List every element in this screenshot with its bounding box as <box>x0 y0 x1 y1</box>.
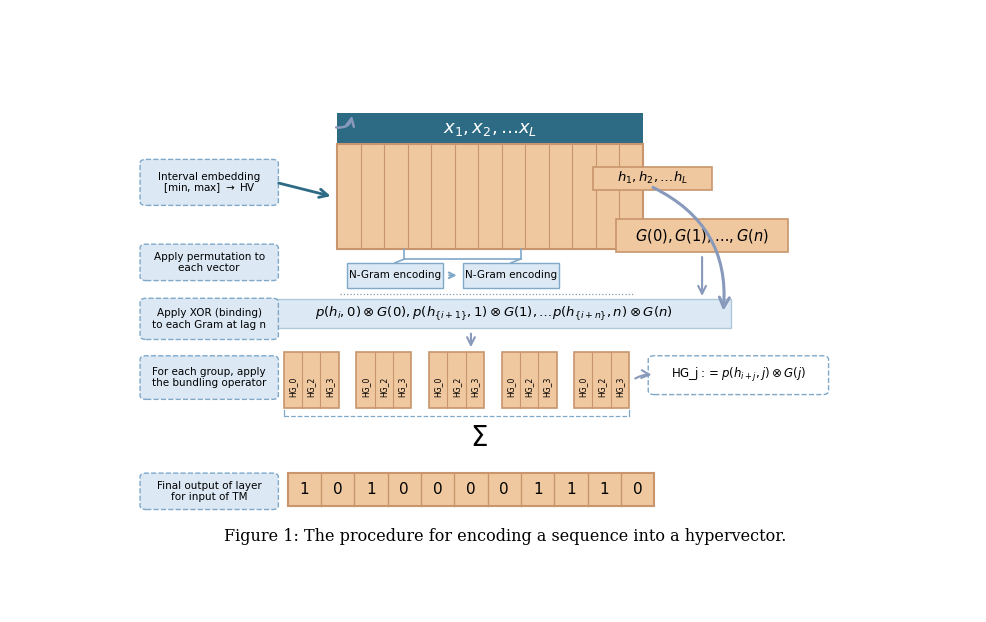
Text: HG_3: HG_3 <box>397 376 406 397</box>
FancyBboxPatch shape <box>284 353 339 407</box>
Text: HG_3: HG_3 <box>543 376 552 397</box>
Text: For each group, apply: For each group, apply <box>153 367 266 377</box>
Text: N-Gram encoding: N-Gram encoding <box>349 271 441 281</box>
FancyBboxPatch shape <box>140 356 278 399</box>
Text: $h_1, h_2, \ldots h_L$: $h_1, h_2, \ldots h_L$ <box>617 170 688 186</box>
Text: 0: 0 <box>633 482 643 497</box>
Text: Apply XOR (binding): Apply XOR (binding) <box>157 308 261 318</box>
Text: 0: 0 <box>399 482 409 497</box>
Text: HG_0: HG_0 <box>506 376 515 397</box>
Text: 0: 0 <box>332 482 342 497</box>
FancyBboxPatch shape <box>140 244 278 281</box>
Text: HG_0: HG_0 <box>288 376 298 397</box>
Text: HG_2: HG_2 <box>307 376 316 397</box>
Text: 1: 1 <box>532 482 542 497</box>
FancyBboxPatch shape <box>288 473 655 506</box>
Text: N-Gram encoding: N-Gram encoding <box>465 271 557 281</box>
Text: HG_3: HG_3 <box>325 376 334 397</box>
Text: Final output of layer: Final output of layer <box>157 481 261 491</box>
FancyBboxPatch shape <box>648 356 828 394</box>
Text: 0: 0 <box>466 482 476 497</box>
FancyBboxPatch shape <box>257 299 731 328</box>
FancyBboxPatch shape <box>594 167 712 190</box>
FancyBboxPatch shape <box>429 353 484 407</box>
Text: $\mathrm{HG\_j}:=p(h_{i+j},j)\otimes G(j)$: $\mathrm{HG\_j}:=p(h_{i+j},j)\otimes G(j… <box>670 366 807 384</box>
Text: 1: 1 <box>366 482 376 497</box>
FancyBboxPatch shape <box>140 159 278 205</box>
Text: 1: 1 <box>300 482 309 497</box>
FancyBboxPatch shape <box>574 353 629 407</box>
FancyBboxPatch shape <box>140 473 278 509</box>
Text: HG_0: HG_0 <box>579 376 588 397</box>
FancyBboxPatch shape <box>356 353 411 407</box>
Text: $p(h_i, 0)\otimes G(0), p(h_{\{i+1\}}, 1)\otimes G(1), \ldots p(h_{\{i+n\}}, n)\: $p(h_i, 0)\otimes G(0), p(h_{\{i+1\}}, 1… <box>316 304 672 323</box>
Text: HG_0: HG_0 <box>361 376 370 397</box>
Text: each vector: each vector <box>178 263 240 273</box>
FancyBboxPatch shape <box>616 220 788 252</box>
Text: Figure 1: The procedure for encoding a sequence into a hypervector.: Figure 1: The procedure for encoding a s… <box>224 528 787 545</box>
Text: $G(0), G(1), \ldots, G(n)$: $G(0), G(1), \ldots, G(n)$ <box>635 226 769 244</box>
Text: 0: 0 <box>433 482 443 497</box>
FancyBboxPatch shape <box>502 353 556 407</box>
Text: $x_1, x_2, \ldots x_L$: $x_1, x_2, \ldots x_L$ <box>443 119 537 137</box>
FancyBboxPatch shape <box>463 263 559 288</box>
Text: HG_2: HG_2 <box>380 376 388 397</box>
FancyBboxPatch shape <box>337 144 643 249</box>
Text: 1: 1 <box>599 482 609 497</box>
Text: HG_3: HG_3 <box>470 376 479 397</box>
Text: HG_3: HG_3 <box>615 376 624 397</box>
FancyBboxPatch shape <box>347 263 443 288</box>
Text: $\Sigma$: $\Sigma$ <box>469 425 487 452</box>
Text: to each Gram at lag n: to each Gram at lag n <box>152 320 266 330</box>
Text: HG_2: HG_2 <box>452 376 460 397</box>
Text: Apply permutation to: Apply permutation to <box>154 252 265 262</box>
Text: 1: 1 <box>566 482 576 497</box>
FancyBboxPatch shape <box>140 299 278 340</box>
Text: the bundling operator: the bundling operator <box>152 378 266 388</box>
Text: HG_0: HG_0 <box>434 376 443 397</box>
Text: for input of TM: for input of TM <box>171 492 247 502</box>
Text: 0: 0 <box>500 482 509 497</box>
Text: HG_2: HG_2 <box>598 376 606 397</box>
Text: HG_2: HG_2 <box>525 376 533 397</box>
Text: [min, max] $\rightarrow$ HV: [min, max] $\rightarrow$ HV <box>163 181 255 195</box>
Text: Interval embedding: Interval embedding <box>158 172 260 182</box>
FancyBboxPatch shape <box>337 113 643 144</box>
